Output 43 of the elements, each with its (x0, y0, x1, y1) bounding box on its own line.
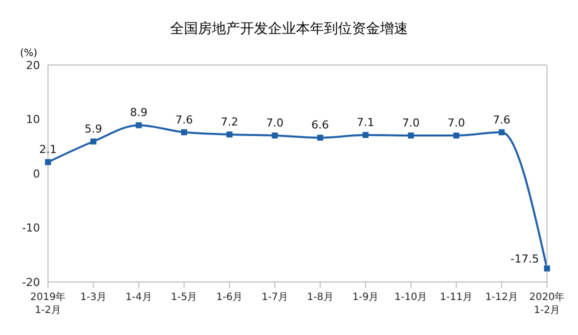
point (272, 132, 278, 139)
x-tick-label: 1-9月 (352, 292, 379, 303)
y-tick-label: -10 (22, 222, 40, 235)
data-label: 7.6 (175, 113, 193, 126)
data-label: 5.9 (84, 122, 102, 136)
x-tick-label: 1-7月 (262, 292, 288, 303)
point (181, 129, 188, 136)
point (498, 129, 505, 136)
x-tick-label: 1-12月 (485, 292, 518, 303)
x-tick-label: 1-5月 (170, 292, 198, 303)
x-tick-label: 2020年 1-2月 (529, 291, 565, 316)
point (317, 134, 324, 141)
y-tick-label: 0 (33, 167, 40, 180)
x-tick-label: 1-3月 (80, 292, 107, 303)
data-label: 7.0 (448, 116, 466, 130)
data-label: 7.0 (266, 116, 284, 130)
point (362, 132, 369, 138)
point (544, 265, 550, 272)
y-tick-label: -20 (22, 276, 40, 289)
y-tick-label: 20 (26, 58, 40, 72)
point (453, 132, 460, 139)
data-label: 2.1 (39, 143, 57, 156)
data-label: 8.9 (130, 106, 148, 120)
x-tick-label: 1-6月 (216, 292, 243, 303)
data-label: 7.6 (492, 113, 510, 126)
data-label: 7.0 (402, 116, 420, 130)
data-label: 7.2 (220, 115, 238, 128)
chart-title: 全国房地产开发企业本年到位资金增速 (169, 20, 409, 39)
point (45, 159, 51, 166)
x-tick-label: 1-10月 (394, 292, 428, 303)
data-label: -17.5 (510, 252, 539, 266)
point (226, 131, 232, 138)
x-tick-label: 2019年 1-2月 (30, 291, 66, 316)
point (90, 138, 96, 144)
x-tick-label: 1-4月 (126, 292, 152, 303)
x-tick-label: 1-11月 (440, 292, 473, 303)
point (408, 132, 414, 139)
x-tick-label: 1-8月 (307, 292, 334, 303)
data-label: 6.6 (311, 118, 329, 132)
data-label: 7.1 (356, 116, 374, 129)
y-axis-title: (%) (20, 48, 38, 59)
y-tick-label: 10 (26, 113, 40, 126)
point (136, 122, 142, 128)
